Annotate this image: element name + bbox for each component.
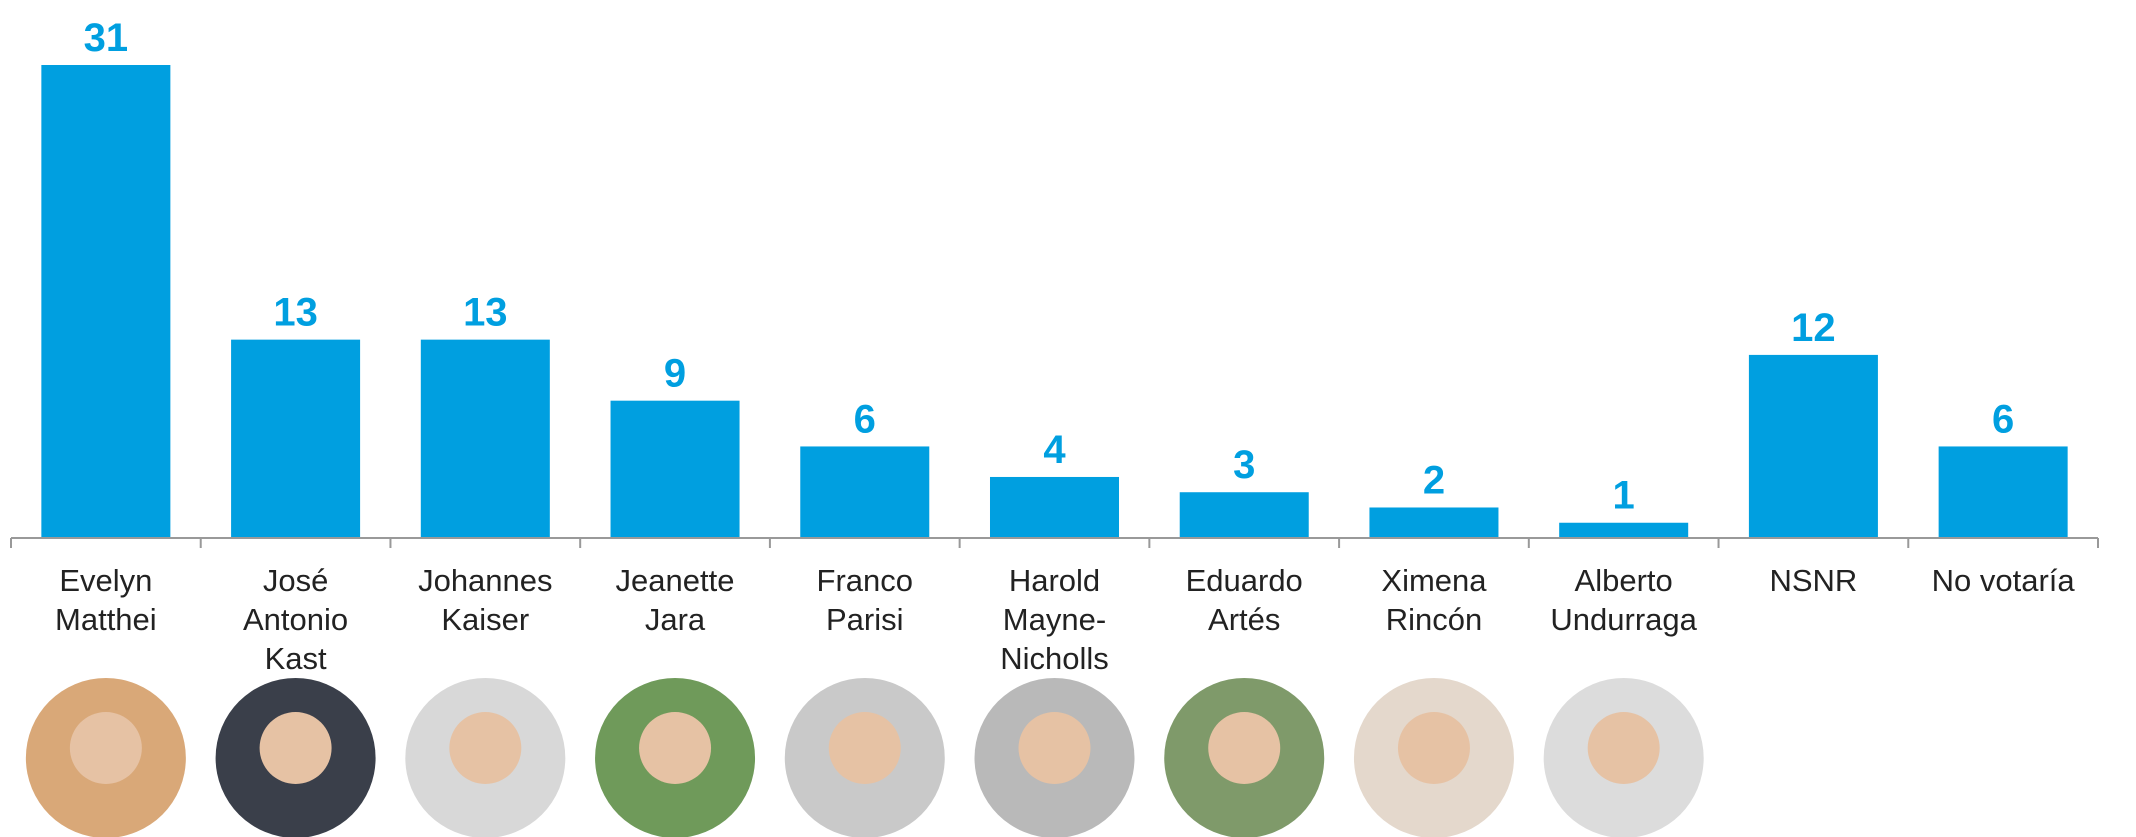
- value-label: 6: [854, 397, 876, 441]
- bar: [1559, 523, 1688, 538]
- bar: [990, 477, 1119, 538]
- value-label: 4: [1043, 428, 1066, 472]
- category-label: Jeanette Jara: [586, 561, 764, 639]
- page: {"chart_data": {"type": "bar", "categori…: [0, 0, 2136, 837]
- category-label: No votaría: [1914, 561, 2092, 600]
- category-label: Ximena Rincón: [1345, 561, 1523, 639]
- category-label: Harold Mayne-Nicholls: [986, 561, 1123, 678]
- category-label: Johannes Kaiser: [396, 561, 574, 639]
- category-label: José Antonio Kast: [227, 561, 364, 678]
- value-label: 13: [273, 291, 318, 335]
- bar: [800, 446, 929, 538]
- photo-face: [639, 712, 711, 784]
- photo-face: [1398, 712, 1470, 784]
- photo-face: [260, 712, 332, 784]
- candidate-photos: [26, 678, 1704, 837]
- value-label: 9: [664, 352, 686, 396]
- category-label: NSNR: [1724, 561, 1902, 600]
- photo-face: [70, 712, 142, 784]
- bar: [41, 65, 170, 538]
- category-label: Alberto Undurraga: [1535, 561, 1713, 639]
- photo-face: [1208, 712, 1280, 784]
- value-label: 3: [1233, 443, 1255, 487]
- photo-face: [1588, 712, 1660, 784]
- photo-face: [1019, 712, 1091, 784]
- bar: [231, 340, 360, 538]
- bar: [1369, 507, 1498, 538]
- photo-face: [449, 712, 521, 784]
- bar: [421, 340, 550, 538]
- bar: [1939, 446, 2068, 538]
- value-label: 6: [1992, 397, 2014, 441]
- category-label: Franco Parisi: [776, 561, 954, 639]
- photo-face: [829, 712, 901, 784]
- value-label: 13: [463, 291, 508, 335]
- bar: [1749, 355, 1878, 538]
- bar: [1180, 492, 1309, 538]
- category-label: Evelyn Matthei: [17, 561, 195, 639]
- value-label: 12: [1791, 306, 1836, 350]
- chart: 31 13 13 9 6 4 3 2 1 12 6: [0, 0, 2136, 837]
- value-label: 31: [84, 16, 129, 60]
- bar: [611, 401, 740, 538]
- value-label: 2: [1423, 458, 1445, 502]
- category-label: Eduardo Artés: [1155, 561, 1333, 639]
- value-label: 1: [1613, 474, 1635, 518]
